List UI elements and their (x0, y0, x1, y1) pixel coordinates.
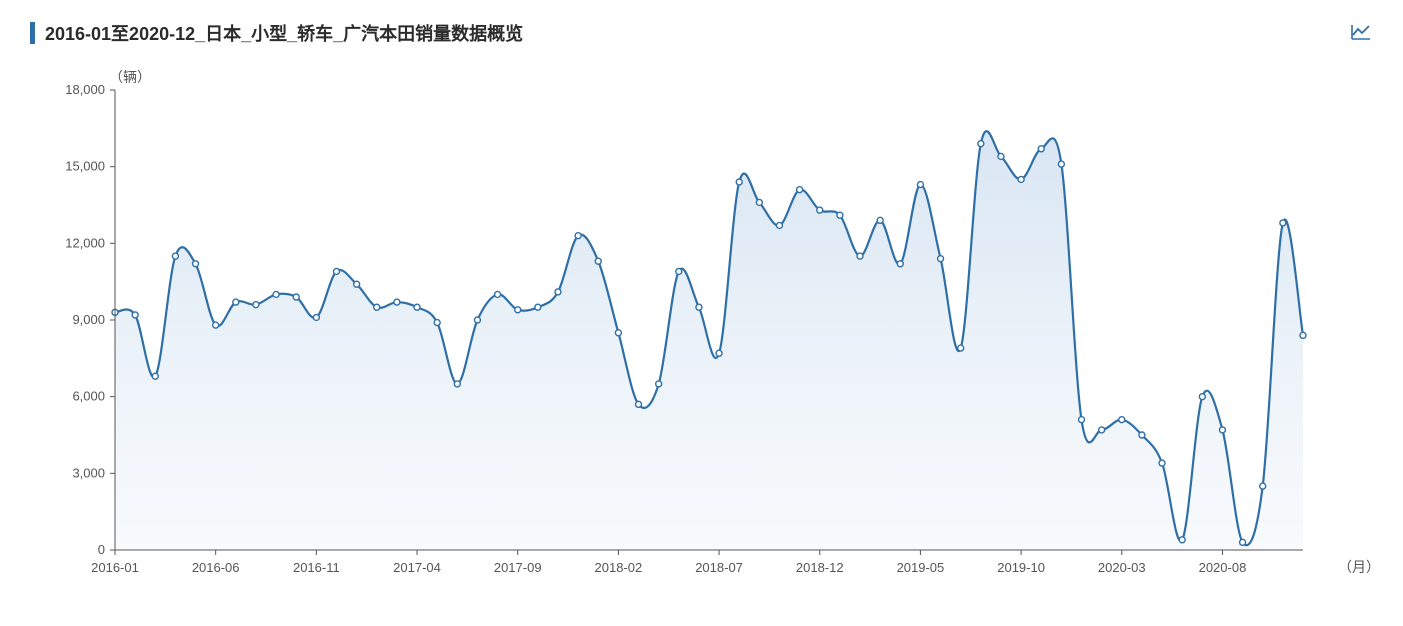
data-point (595, 258, 601, 264)
data-point (1119, 417, 1125, 423)
chart-title-bar: 2016-01至2020-12_日本_小型_轿车_广汽本田销量数据概览 (30, 20, 1373, 46)
x-tick-label: 2017-04 (393, 560, 441, 575)
data-point (1179, 537, 1185, 543)
data-point (233, 299, 239, 305)
data-point (313, 314, 319, 320)
y-tick-label: 9,000 (72, 312, 105, 327)
data-point (1058, 161, 1064, 167)
data-point (374, 304, 380, 310)
data-point (1018, 176, 1024, 182)
data-point (1240, 539, 1246, 545)
data-point (1280, 220, 1286, 226)
x-tick-label: 2018-02 (595, 560, 643, 575)
data-point (797, 187, 803, 193)
data-point (1159, 460, 1165, 466)
data-point (575, 233, 581, 239)
data-point (414, 304, 420, 310)
data-point (636, 401, 642, 407)
data-point (1099, 427, 1105, 433)
data-point (172, 253, 178, 259)
y-tick-label: 3,000 (72, 465, 105, 480)
data-point (938, 256, 944, 262)
x-tick-label: 2019-10 (997, 560, 1045, 575)
title-accent (30, 22, 35, 44)
x-tick-label: 2017-09 (494, 560, 542, 575)
data-point (515, 307, 521, 313)
data-point (958, 345, 964, 351)
data-point (1139, 432, 1145, 438)
data-point (716, 350, 722, 356)
data-point (394, 299, 400, 305)
x-tick-label: 2018-07 (695, 560, 743, 575)
data-point (615, 330, 621, 336)
chart-svg: （辆） 0 3,000 6,000 9,000 12,000 15,000 18,000 201… (30, 70, 1373, 606)
data-point (1079, 417, 1085, 423)
data-point (293, 294, 299, 300)
data-point (1038, 146, 1044, 152)
x-unit-label: （月） (1338, 559, 1373, 575)
data-point (656, 381, 662, 387)
data-point (555, 289, 561, 295)
data-point (1219, 427, 1225, 433)
data-point (978, 141, 984, 147)
data-point (454, 381, 460, 387)
data-point (535, 304, 541, 310)
data-point (354, 281, 360, 287)
data-point (776, 222, 782, 228)
data-point (193, 261, 199, 267)
y-tick-label: 18,000 (65, 82, 105, 97)
x-tick-label: 2020-03 (1098, 560, 1146, 575)
data-point (897, 261, 903, 267)
x-tick-label: 2019-05 (897, 560, 945, 575)
chart-title: 2016-01至2020-12_日本_小型_轿车_广汽本田销量数据概览 (45, 20, 523, 46)
data-point (736, 179, 742, 185)
data-point (696, 304, 702, 310)
data-point (152, 373, 158, 379)
sales-chart: （辆） 0 3,000 6,000 9,000 12,000 15,000 18,000 201… (30, 70, 1373, 606)
data-point (676, 268, 682, 274)
data-point (817, 207, 823, 213)
data-point (434, 320, 440, 326)
x-tick-label: 2016-11 (293, 560, 340, 575)
x-tick-label: 2016-01 (91, 560, 139, 575)
data-point (333, 268, 339, 274)
x-tick-label: 2016-06 (192, 560, 240, 575)
data-point (253, 302, 259, 308)
y-tick-label: 12,000 (65, 235, 105, 250)
x-tick-label: 2020-08 (1199, 560, 1247, 575)
data-point (857, 253, 863, 259)
data-point (132, 312, 138, 318)
y-unit-label: （辆） (109, 70, 151, 85)
data-point (273, 291, 279, 297)
data-point (877, 217, 883, 223)
data-point (756, 199, 762, 205)
data-point (1199, 394, 1205, 400)
y-tick-label: 6,000 (72, 389, 105, 404)
x-tick-label: 2018-12 (796, 560, 844, 575)
y-tick-label: 0 (98, 542, 105, 557)
data-point (495, 291, 501, 297)
data-point (1300, 332, 1306, 338)
chart-type-icon[interactable] (1351, 24, 1371, 40)
data-point (474, 317, 480, 323)
data-point (917, 182, 923, 188)
data-point (998, 153, 1004, 159)
data-point (837, 212, 843, 218)
y-tick-label: 15,000 (65, 159, 105, 174)
data-point (1260, 483, 1266, 489)
data-point (213, 322, 219, 328)
